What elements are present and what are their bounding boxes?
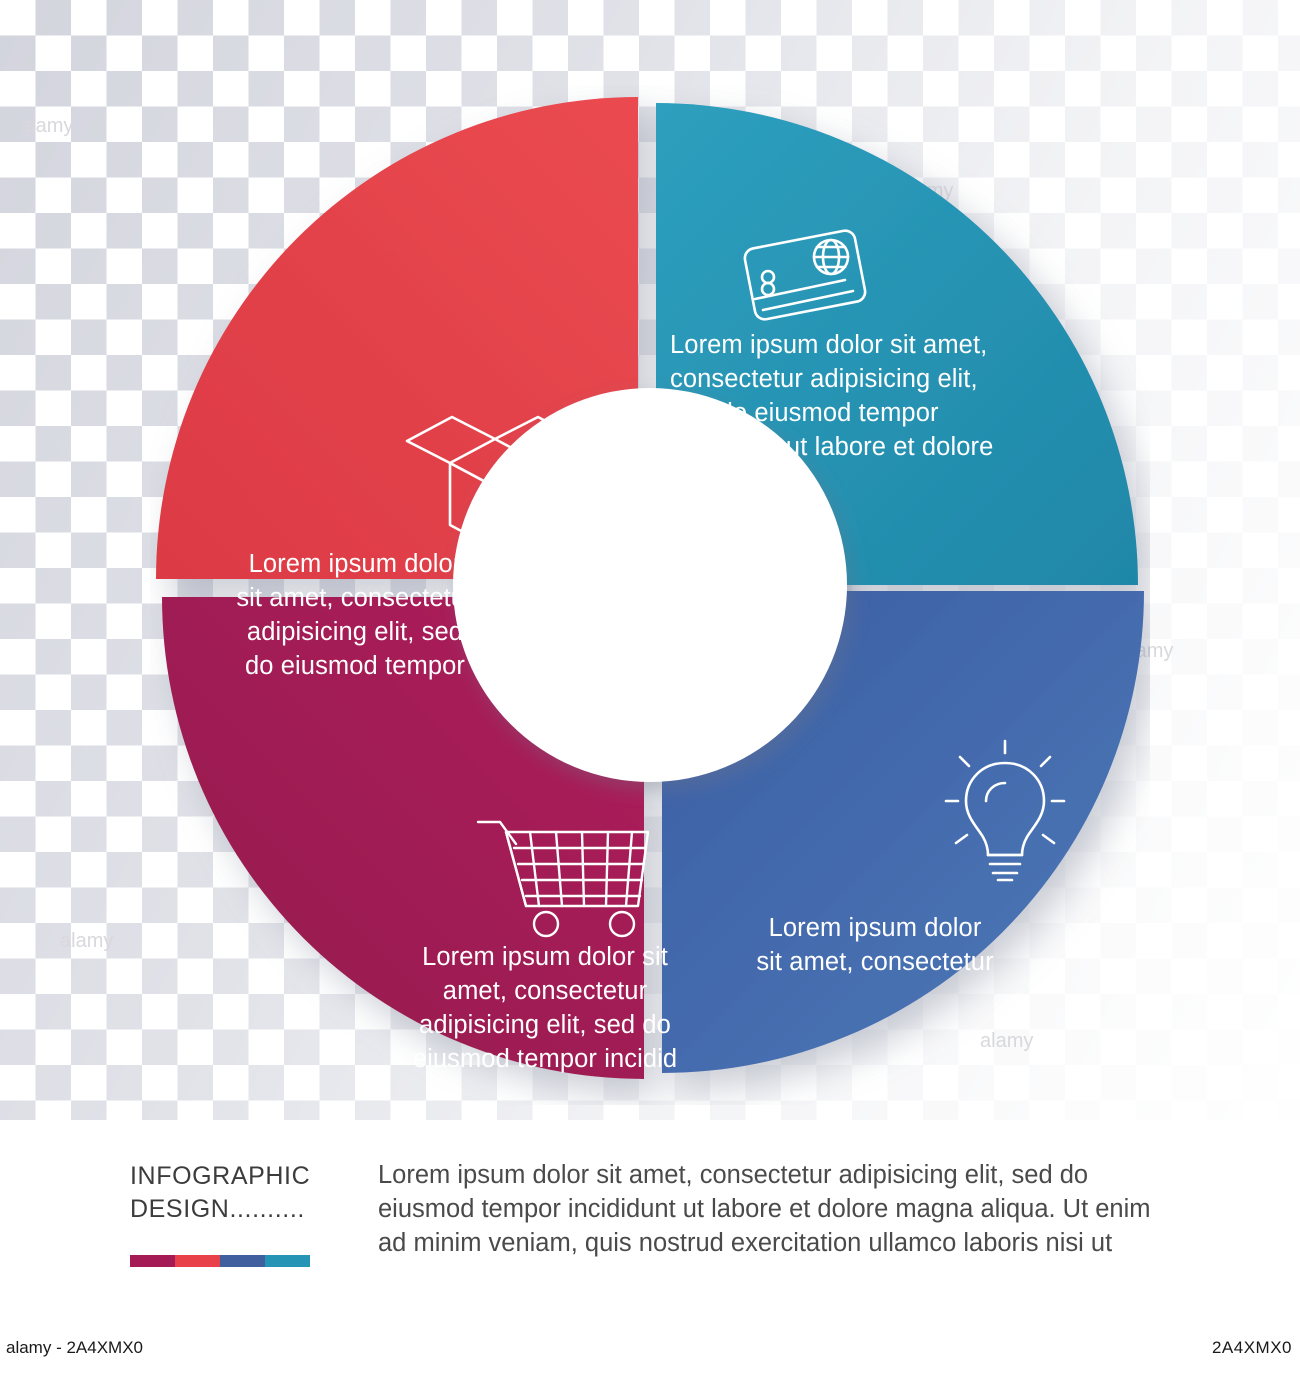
swatch-red [175,1255,220,1267]
lightbulb-icon [940,735,1070,900]
watermark-left-text: alamy - 2A4XMX0 [6,1338,143,1357]
swatch-magenta [130,1255,175,1267]
swatch-blue [220,1255,265,1267]
credit-card-icon [735,215,875,340]
open-box-icon [395,405,595,560]
color-swatch-row [130,1255,310,1267]
shopping-cart-icon [470,810,660,945]
center-hub[interactable] [453,388,847,782]
segment-magenta-label: Lorem ipsum dolor sit amet, consectetur … [412,943,678,1073]
watermark-right-text: 2A4XMX0 [1211,1338,1292,1357]
stock-watermark-bar: alamy - 2A4XMX0 2A4XMX0 [0,1330,1300,1390]
segment-red-label: Lorem ipsum dolor sit amet, consectetur … [236,550,474,680]
donut-chart-svg [156,97,1144,1079]
donut-infographic: Lorem ipsum dolor sit amet, consectetur … [150,85,1150,1105]
footer-body-text: Lorem ipsum dolor sit amet, consectetur … [378,1161,1151,1257]
footer-title: INFOGRAPHIC DESIGN.......... [130,1162,311,1223]
segment-teal-label: Lorem ipsum dolor sit amet, consectetur … [670,331,994,461]
segment-blue-label: Lorem ipsum dolor sit amet, consectetur [756,914,994,976]
swatch-teal [265,1255,310,1267]
footer: INFOGRAPHIC DESIGN.......... Lorem ipsum… [0,1160,1300,1290]
